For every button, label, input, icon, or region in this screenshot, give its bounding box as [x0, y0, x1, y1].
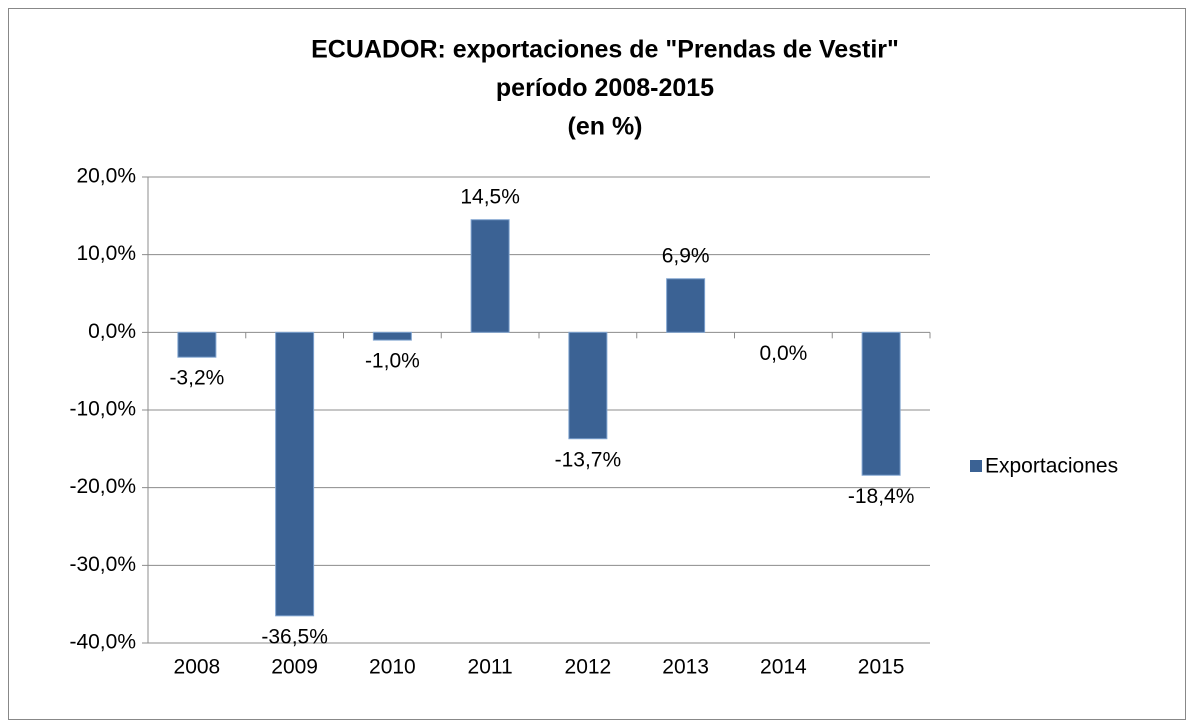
legend-swatch [970, 460, 982, 472]
y-tick-label: 10,0% [76, 242, 136, 265]
y-tick-label: 20,0% [76, 165, 136, 188]
x-tick-label: 2010 [369, 656, 416, 679]
x-tick-label: 2009 [271, 656, 318, 679]
x-tick-label: 2011 [468, 656, 513, 679]
y-tick-label: -30,0% [69, 553, 136, 576]
data-label: 6,9% [662, 244, 710, 267]
x-tick-label: 2015 [858, 656, 905, 679]
data-label: -13,7% [555, 448, 622, 471]
y-tick-label: 0,0% [88, 320, 136, 343]
bar [470, 219, 510, 333]
y-tick-label: -40,0% [69, 631, 136, 654]
bar [275, 331, 315, 617]
data-label: -1,0% [365, 350, 420, 373]
x-tick-label: 2012 [565, 656, 612, 679]
chart-title: ECUADOR: exportaciones de "Prendas de Ve… [311, 36, 899, 64]
data-label: -36,5% [261, 625, 328, 648]
x-tick-label: 2014 [760, 656, 807, 679]
bar [372, 331, 412, 341]
bar [568, 331, 608, 440]
data-label: 14,5% [460, 185, 520, 208]
bar [177, 331, 217, 358]
data-label: -18,4% [848, 485, 915, 508]
x-tick-label: 2013 [662, 656, 709, 679]
chart-title: período 2008-2015 [496, 74, 714, 102]
legend-label: Exportaciones [985, 455, 1118, 478]
y-tick-label: -20,0% [69, 475, 136, 498]
data-label: 0,0% [759, 342, 807, 365]
bar [861, 331, 901, 476]
bar [666, 278, 706, 333]
chart-title: (en %) [568, 113, 643, 141]
data-label: -3,2% [169, 367, 224, 390]
x-tick-label: 2008 [174, 656, 221, 679]
y-tick-label: -10,0% [69, 398, 136, 421]
